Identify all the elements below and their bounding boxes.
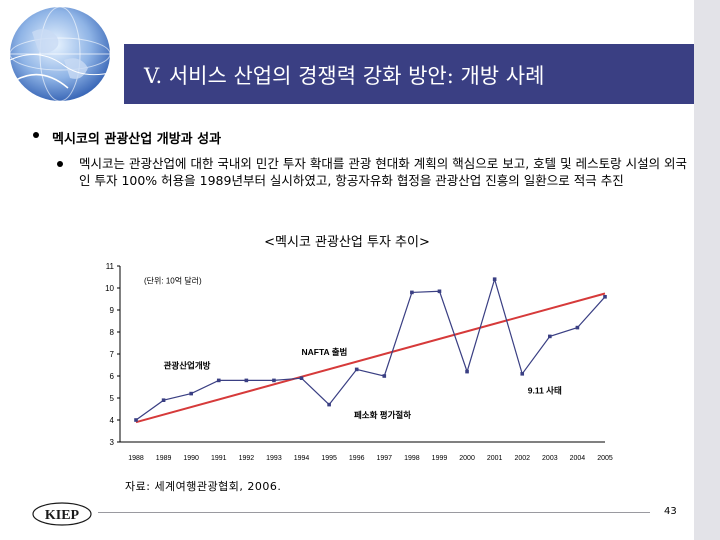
data-point [354, 367, 359, 372]
slide-title: V. 서비스 산업의 경쟁력 강화 방안: 개방 사례 [144, 64, 545, 88]
bullet-dot-icon [57, 161, 63, 167]
x-tick-label: 1988 [128, 455, 144, 462]
x-tick-label: 1989 [156, 455, 172, 462]
data-point [465, 369, 469, 374]
x-tick-label: 1991 [211, 455, 227, 462]
y-tick-label: 11 [106, 262, 115, 271]
chart-annotation: 페소화 평가절하 [354, 410, 411, 420]
x-tick-label: 1998 [404, 455, 420, 462]
bullet-main-text: 멕시코의 관광산업 개방과 성과 [52, 132, 222, 147]
right-side-strip [694, 0, 720, 540]
data-point [410, 290, 414, 295]
x-tick-label: 1992 [239, 455, 255, 462]
x-tick-label: 1996 [349, 455, 365, 462]
data-point [244, 378, 249, 383]
data-point [189, 391, 193, 396]
bullet-dot-icon [33, 132, 39, 138]
x-tick-label: 2001 [487, 455, 503, 462]
data-point [382, 374, 387, 378]
title-bar: V. 서비스 산업의 경쟁력 강화 방안: 개방 사례 [124, 44, 694, 104]
data-point [603, 295, 607, 299]
x-tick-label: 1997 [377, 455, 393, 462]
x-tick-label: 1999 [432, 455, 448, 462]
x-tick-label: 2005 [597, 455, 613, 462]
chart-annotation: 관광산업개방 [164, 360, 211, 370]
page-number: 43 [664, 506, 677, 517]
y-tick-label: 8 [110, 328, 115, 337]
data-point [575, 325, 580, 330]
x-tick-label: 2004 [570, 455, 586, 462]
x-tick-label: 2002 [514, 455, 530, 462]
bullet-sub-text: 멕시코는 관광산업에 대한 국내외 민간 투자 확대를 관광 현대화 계획의 핵… [79, 156, 688, 188]
data-point [216, 378, 221, 383]
source-note: 자료: 세계여행관광협회, 2006. [125, 480, 282, 493]
x-tick-label: 1993 [266, 455, 282, 462]
x-tick-label: 2003 [542, 455, 558, 462]
x-tick-label: 1994 [294, 455, 310, 462]
y-tick-label: 10 [105, 284, 114, 293]
globe-icon [5, 6, 115, 102]
logo-text: KIEP [45, 508, 80, 523]
series-line [135, 277, 606, 421]
data-point [520, 372, 525, 376]
x-tick-label: 1990 [183, 455, 199, 462]
chart-annotation: NAFTA 출범 [302, 347, 348, 357]
x-tick-label: 2000 [459, 455, 475, 462]
trend-line [135, 292, 606, 424]
y-tick-label: 5 [110, 394, 115, 403]
unit-label: (단위: 10억 달러) [144, 276, 202, 286]
data-point [134, 418, 138, 422]
chart-caption: <멕시코 관광산업 투자 추이> [264, 235, 430, 250]
data-point [492, 277, 497, 281]
y-tick-label: 7 [110, 350, 115, 359]
kiep-logo: KIEP [32, 502, 92, 526]
y-tick-label: 4 [110, 416, 115, 425]
data-point [299, 376, 304, 380]
data-point [437, 289, 442, 294]
y-tick-label: 6 [110, 372, 115, 381]
top-strip [0, 0, 694, 26]
y-tick-label: 3 [110, 438, 115, 447]
data-point [327, 402, 331, 407]
chart-annotation: 9.11 사태 [528, 386, 562, 396]
x-tick-label: 1995 [321, 455, 337, 462]
data-point [548, 334, 552, 339]
y-tick-label: 9 [110, 306, 115, 315]
data-point [161, 398, 166, 402]
footer-divider [98, 512, 650, 513]
data-point [272, 378, 276, 383]
investment-line-chart: 3 4 5 6 7 8 9 10 11 1988 1989 1990 1991 1992 1993 1994 1… [105, 262, 613, 462]
